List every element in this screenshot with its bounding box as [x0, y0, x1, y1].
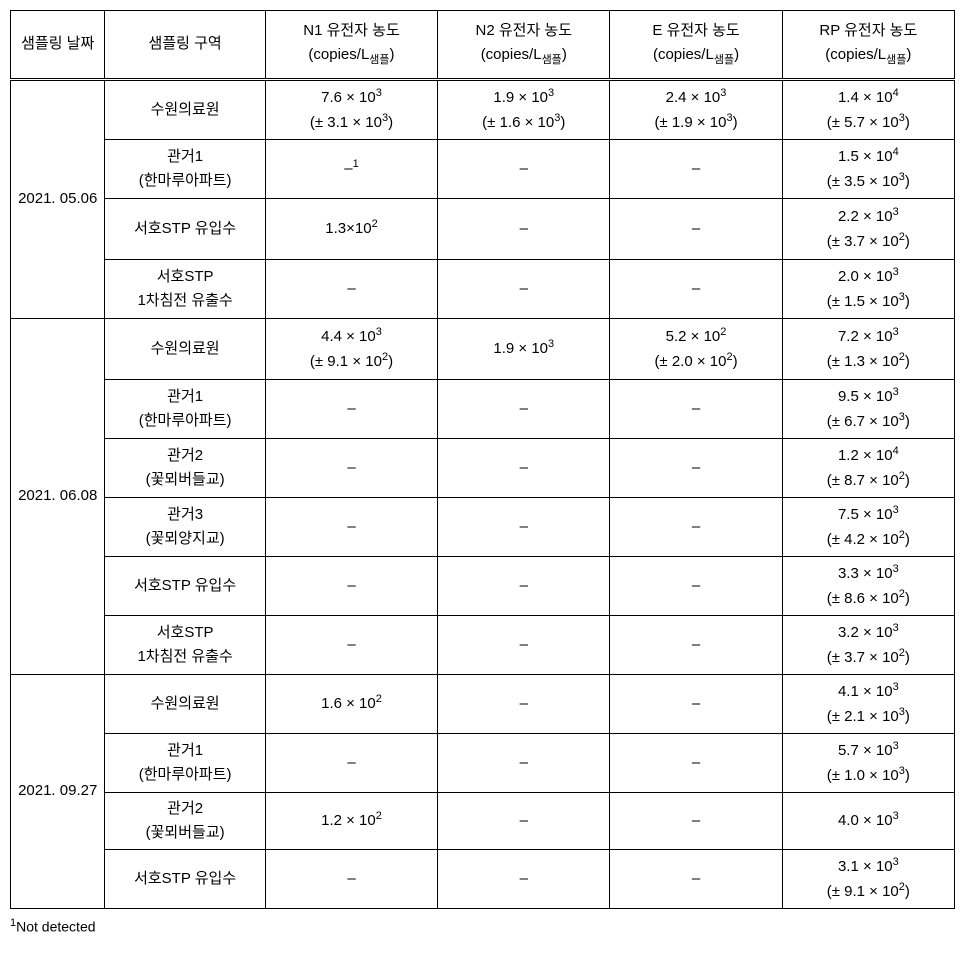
data-cell: –	[438, 674, 610, 733]
header-rp: RP 유전자 농도 (copies/L샘플)	[782, 11, 954, 80]
data-cell: –	[610, 259, 782, 318]
zone-cell: 서호STP 1차침전 유출수	[105, 259, 265, 318]
data-cell: –	[610, 615, 782, 674]
header-n1: N1 유전자 농도 (copies/L샘플)	[265, 11, 437, 80]
table-row: 관거3 (꽃뫼양지교) – – – 7.5 × 103 (± 4.2 × 102…	[11, 497, 955, 556]
data-cell: –	[438, 259, 610, 318]
table-row: 관거2 (꽃뫼버들교) – – – 1.2 × 104 (± 8.7 × 102…	[11, 438, 955, 497]
data-cell: 5.2 × 102 (± 2.0 × 102)	[610, 318, 782, 379]
data-cell: –	[438, 849, 610, 908]
table-row: 서호STP 유입수 – – – 3.3 × 103 (± 8.6 × 102)	[11, 556, 955, 615]
data-cell: –	[438, 438, 610, 497]
zone-cell: 서호STP 유입수	[105, 556, 265, 615]
data-cell: 2.0 × 103 (± 1.5 × 103)	[782, 259, 954, 318]
data-cell: 1.4 × 104 (± 5.7 × 103)	[782, 79, 954, 139]
data-cell: –	[438, 139, 610, 198]
table-row: 관거1 (한마루아파트) –1 – – 1.5 × 104 (± 3.5 × 1…	[11, 139, 955, 198]
data-cell: –	[438, 733, 610, 792]
data-cell: 1.6 × 102	[265, 674, 437, 733]
data-cell: 3.2 × 103 (± 3.7 × 102)	[782, 615, 954, 674]
table-row: 관거1 (한마루아파트) – – – 5.7 × 103 (± 1.0 × 10…	[11, 733, 955, 792]
zone-cell: 관거3 (꽃뫼양지교)	[105, 497, 265, 556]
data-cell: 2.2 × 103 (± 3.7 × 102)	[782, 198, 954, 259]
data-cell: 7.5 × 103 (± 4.2 × 102)	[782, 497, 954, 556]
data-cell: –	[610, 379, 782, 438]
data-cell: –	[438, 615, 610, 674]
date-cell: 2021. 06.08	[11, 318, 105, 674]
data-cell: 4.0 × 103	[782, 792, 954, 849]
date-cell: 2021. 09.27	[11, 674, 105, 908]
data-cell: –	[438, 379, 610, 438]
table-header-row: 샘플링 날짜 샘플링 구역 N1 유전자 농도 (copies/L샘플) N2 …	[11, 11, 955, 80]
data-cell: 4.4 × 103 (± 9.1 × 102)	[265, 318, 437, 379]
footnote: 1Not detected	[10, 917, 955, 935]
data-cell: –	[610, 139, 782, 198]
data-cell: –	[438, 198, 610, 259]
header-n2: N2 유전자 농도 (copies/L샘플)	[438, 11, 610, 80]
data-cell: 1.2 × 104 (± 8.7 × 102)	[782, 438, 954, 497]
zone-cell: 관거2 (꽃뫼버들교)	[105, 438, 265, 497]
data-cell: 1.5 × 104 (± 3.5 × 103)	[782, 139, 954, 198]
data-cell: –	[610, 438, 782, 497]
data-cell: –	[610, 674, 782, 733]
table-row: 2021. 06.08 수원의료원 4.4 × 103 (± 9.1 × 102…	[11, 318, 955, 379]
data-cell: –	[265, 733, 437, 792]
zone-cell: 관거1 (한마루아파트)	[105, 379, 265, 438]
data-cell: 1.9 × 103 (± 1.6 × 103)	[438, 79, 610, 139]
data-cell: –	[610, 556, 782, 615]
data-cell: –1	[265, 139, 437, 198]
zone-cell: 관거1 (한마루아파트)	[105, 733, 265, 792]
data-cell: 7.6 × 103 (± 3.1 × 103)	[265, 79, 437, 139]
zone-cell: 관거1 (한마루아파트)	[105, 139, 265, 198]
zone-cell: 수원의료원	[105, 79, 265, 139]
data-cell: 1.3×102	[265, 198, 437, 259]
data-cell: 1.2 × 102	[265, 792, 437, 849]
table-row: 2021. 05.06 수원의료원 7.6 × 103 (± 3.1 × 103…	[11, 79, 955, 139]
data-cell: 7.2 × 103 (± 1.3 × 102)	[782, 318, 954, 379]
data-cell: –	[438, 792, 610, 849]
data-cell: –	[265, 259, 437, 318]
data-cell: –	[265, 556, 437, 615]
data-cell: –	[610, 792, 782, 849]
zone-cell: 관거2 (꽃뫼버들교)	[105, 792, 265, 849]
data-cell: 4.1 × 103 (± 2.1 × 103)	[782, 674, 954, 733]
data-cell: –	[610, 849, 782, 908]
gene-concentration-table: 샘플링 날짜 샘플링 구역 N1 유전자 농도 (copies/L샘플) N2 …	[10, 10, 955, 909]
data-cell: –	[265, 438, 437, 497]
zone-cell: 서호STP 유입수	[105, 849, 265, 908]
data-cell: –	[265, 379, 437, 438]
data-cell: 9.5 × 103 (± 6.7 × 103)	[782, 379, 954, 438]
data-cell: 1.9 × 103	[438, 318, 610, 379]
header-date: 샘플링 날짜	[11, 11, 105, 80]
table-row: 서호STP 유입수 1.3×102 – – 2.2 × 103 (± 3.7 ×…	[11, 198, 955, 259]
zone-cell: 수원의료원	[105, 318, 265, 379]
table-row: 2021. 09.27 수원의료원 1.6 × 102 – – 4.1 × 10…	[11, 674, 955, 733]
table-row: 관거1 (한마루아파트) – – – 9.5 × 103 (± 6.7 × 10…	[11, 379, 955, 438]
data-cell: –	[265, 497, 437, 556]
header-zone: 샘플링 구역	[105, 11, 265, 80]
table-row: 서호STP 1차침전 유출수 – – – 2.0 × 103 (± 1.5 × …	[11, 259, 955, 318]
table-row: 서호STP 유입수 – – – 3.1 × 103 (± 9.1 × 102)	[11, 849, 955, 908]
data-cell: –	[265, 615, 437, 674]
data-cell: 5.7 × 103 (± 1.0 × 103)	[782, 733, 954, 792]
data-cell: –	[610, 733, 782, 792]
data-cell: –	[438, 556, 610, 615]
data-cell: –	[610, 497, 782, 556]
data-cell: 3.1 × 103 (± 9.1 × 102)	[782, 849, 954, 908]
header-e: E 유전자 농도 (copies/L샘플)	[610, 11, 782, 80]
zone-cell: 서호STP 유입수	[105, 198, 265, 259]
date-cell: 2021. 05.06	[11, 79, 105, 318]
data-cell: 3.3 × 103 (± 8.6 × 102)	[782, 556, 954, 615]
zone-cell: 서호STP 1차침전 유출수	[105, 615, 265, 674]
table-row: 관거2 (꽃뫼버들교) 1.2 × 102 – – 4.0 × 103	[11, 792, 955, 849]
data-cell: 2.4 × 103 (± 1.9 × 103)	[610, 79, 782, 139]
data-cell: –	[265, 849, 437, 908]
table-row: 서호STP 1차침전 유출수 – – – 3.2 × 103 (± 3.7 × …	[11, 615, 955, 674]
data-cell: –	[438, 497, 610, 556]
zone-cell: 수원의료원	[105, 674, 265, 733]
data-cell: –	[610, 198, 782, 259]
